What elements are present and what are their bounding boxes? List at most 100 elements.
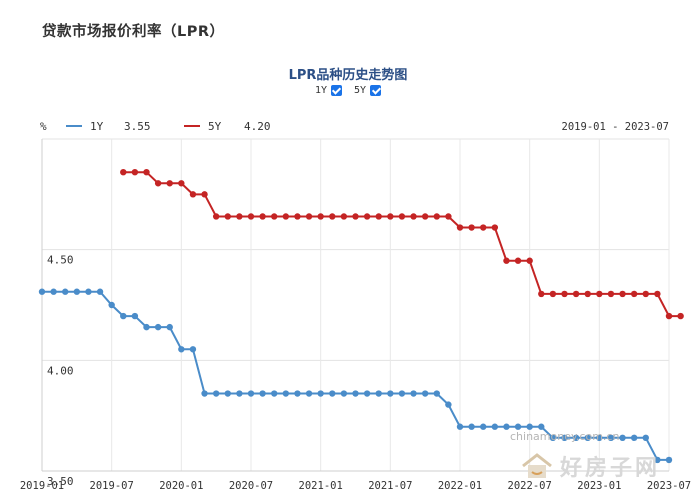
data-point-5y[interactable] [584,290,591,298]
data-point-5y[interactable] [642,290,649,298]
data-point-5y[interactable] [468,224,475,231]
data-point-1y[interactable] [259,390,266,397]
toggle-5y[interactable]: 5Y [354,85,382,96]
data-point-5y[interactable] [387,213,394,220]
data-point-5y[interactable] [619,290,626,298]
data-point-1y[interactable] [596,434,603,441]
data-point-1y[interactable] [642,434,649,441]
data-point-5y[interactable] [596,290,603,298]
data-point-1y[interactable] [189,346,197,353]
data-point-5y[interactable] [410,213,417,220]
data-point-5y[interactable] [259,213,266,220]
data-point-1y[interactable] [212,390,220,397]
data-point-5y[interactable] [340,213,348,220]
data-point-1y[interactable] [143,323,150,331]
data-point-1y[interactable] [398,390,406,397]
data-point-5y[interactable] [120,169,127,176]
data-point-5y[interactable] [398,213,406,220]
data-point-5y[interactable] [189,191,197,198]
data-point-1y[interactable] [654,456,661,464]
data-point-1y[interactable] [317,390,324,397]
data-point-5y[interactable] [630,290,638,298]
data-point-1y[interactable] [178,346,185,353]
data-point-1y[interactable] [329,390,336,397]
data-point-5y[interactable] [131,169,139,176]
data-point-5y[interactable] [363,213,371,220]
data-point-5y[interactable] [154,180,162,187]
data-point-1y[interactable] [201,390,208,397]
data-point-5y[interactable] [572,290,580,298]
data-point-5y[interactable] [549,290,557,298]
data-point-1y[interactable] [468,423,475,430]
data-point-1y[interactable] [38,288,46,295]
data-point-5y[interactable] [212,213,220,220]
data-point-1y[interactable] [85,288,92,295]
data-point-5y[interactable] [271,213,278,220]
data-point-1y[interactable] [120,312,127,320]
data-point-1y[interactable] [410,390,417,397]
data-point-1y[interactable] [607,434,615,441]
data-point-5y[interactable] [352,213,359,220]
data-point-5y[interactable] [538,290,545,298]
data-point-1y[interactable] [73,288,81,295]
data-point-1y[interactable] [619,434,626,441]
data-point-5y[interactable] [456,224,464,231]
data-point-5y[interactable] [561,290,568,298]
data-point-5y[interactable] [247,213,255,220]
data-point-1y[interactable] [491,423,499,430]
data-point-5y[interactable] [526,257,533,264]
data-point-1y[interactable] [282,390,290,397]
data-point-1y[interactable] [433,390,440,397]
data-point-5y[interactable] [178,180,185,187]
data-point-1y[interactable] [549,434,557,441]
data-point-5y[interactable] [305,213,313,220]
data-point-1y[interactable] [166,323,173,331]
data-point-1y[interactable] [96,288,104,295]
data-point-1y[interactable] [665,456,673,464]
data-point-1y[interactable] [526,423,533,430]
data-point-1y[interactable] [305,390,313,397]
checkbox-1y[interactable] [330,85,342,96]
data-point-1y[interactable] [62,288,69,295]
data-point-1y[interactable] [572,434,580,441]
data-point-1y[interactable] [421,390,429,397]
data-point-1y[interactable] [271,390,278,397]
data-point-5y[interactable] [166,180,173,187]
data-point-1y[interactable] [480,423,487,430]
data-point-5y[interactable] [514,257,522,264]
data-point-1y[interactable] [538,423,545,430]
data-point-1y[interactable] [387,390,394,397]
data-point-1y[interactable] [224,390,231,397]
data-point-1y[interactable] [514,423,522,430]
data-point-5y[interactable] [143,169,150,176]
checkbox-5y[interactable] [370,85,382,96]
data-point-5y[interactable] [282,213,290,220]
data-point-1y[interactable] [561,434,568,441]
data-point-1y[interactable] [630,434,638,441]
data-point-1y[interactable] [456,423,464,430]
data-point-5y[interactable] [677,312,684,320]
data-point-5y[interactable] [433,213,440,220]
data-point-5y[interactable] [607,290,615,298]
data-point-5y[interactable] [480,224,487,231]
data-point-1y[interactable] [352,390,359,397]
data-point-5y[interactable] [224,213,231,220]
data-point-5y[interactable] [201,191,208,198]
data-point-1y[interactable] [294,390,301,397]
data-point-1y[interactable] [154,323,162,331]
data-point-1y[interactable] [131,312,139,320]
data-point-1y[interactable] [340,390,348,397]
data-point-5y[interactable] [654,290,661,298]
data-point-5y[interactable] [329,213,336,220]
data-point-5y[interactable] [503,257,510,264]
data-point-5y[interactable] [665,312,673,320]
data-point-5y[interactable] [236,213,243,220]
data-point-1y[interactable] [247,390,255,397]
data-point-5y[interactable] [317,213,324,220]
data-point-1y[interactable] [445,401,452,408]
data-point-5y[interactable] [445,213,452,220]
data-point-1y[interactable] [50,288,57,295]
data-point-1y[interactable] [375,390,382,397]
data-point-5y[interactable] [375,213,382,220]
data-point-5y[interactable] [491,224,499,231]
